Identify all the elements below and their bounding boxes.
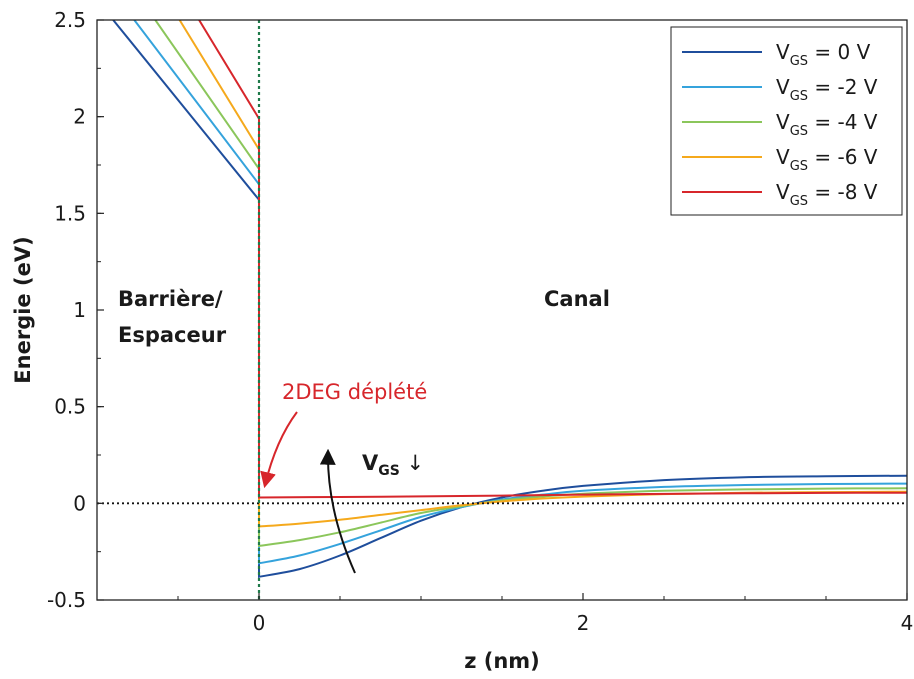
legend-label-1: VGS = -2 V: [776, 75, 878, 104]
legend-label-2: VGS = -4 V: [776, 110, 878, 139]
x-axis-label: z (nm): [464, 649, 540, 673]
vgs-annotation: VGS ↓: [362, 451, 424, 479]
vgs-annotation-sub: GS: [378, 463, 400, 479]
vgs-direction-arrow: [319, 448, 356, 574]
y-tick-label-2: 1.5: [54, 201, 86, 225]
series-line-4: [198, 20, 907, 499]
x-tick-label-2: 4: [901, 611, 914, 635]
depleted-2deg-arrow: [260, 411, 298, 489]
barrier-region-label-line1: Barrière/: [118, 287, 223, 311]
depleted-2deg-label: 2DEG déplété: [282, 380, 427, 404]
reference-lines: [97, 20, 907, 600]
barrier-region-label-line2: Espaceur: [118, 323, 227, 347]
vgs-annotation-arrow: ↓: [400, 451, 424, 475]
axis-ticks: 0 2 4 2.5 2 1.5 1 0.5 0 -0.5: [47, 8, 913, 635]
y-axis-label: Energie (eV): [11, 236, 35, 383]
vgs-annotation-main: V: [362, 451, 379, 475]
y-tick-label-6: -0.5: [47, 588, 86, 612]
series-line-1: [133, 20, 907, 565]
y-tick-label-4: 0.5: [54, 395, 86, 419]
legend-label-0: VGS = 0 V: [776, 40, 871, 69]
y-tick-label-1: 2: [73, 105, 86, 129]
y-tick-label-3: 1: [73, 298, 86, 322]
y-tick-label-0: 2.5: [54, 8, 86, 32]
x-tick-label-1: 2: [577, 611, 590, 635]
channel-region-label: Canal: [544, 287, 610, 311]
y-tick-label-5: 0: [73, 491, 86, 515]
x-tick-label-0: 0: [253, 611, 266, 635]
legend-label-3: VGS = -6 V: [776, 145, 878, 174]
legend: VGS = 0 V VGS = -2 V VGS = -4 V VGS = -6 V V…: [670, 26, 903, 216]
legend-label-4: VGS = -8 V: [776, 180, 878, 209]
